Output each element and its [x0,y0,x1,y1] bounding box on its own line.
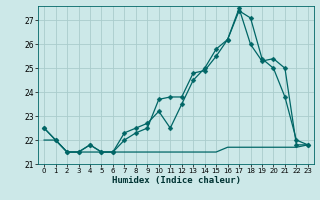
X-axis label: Humidex (Indice chaleur): Humidex (Indice chaleur) [111,176,241,185]
